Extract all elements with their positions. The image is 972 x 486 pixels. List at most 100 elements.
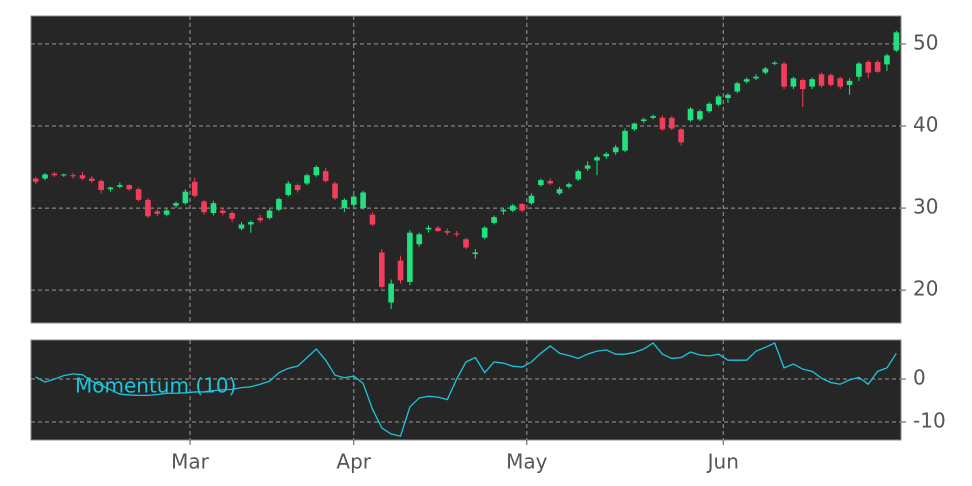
candle-body [379, 252, 385, 287]
y-tick-label: 0 [913, 366, 926, 390]
candle-body [528, 195, 535, 204]
candle-body [734, 83, 741, 92]
candle-body [219, 210, 226, 214]
candle-body [444, 231, 451, 233]
candle-body [107, 187, 114, 190]
legend-label: Momentum (10) [75, 374, 236, 398]
candle-body [341, 199, 348, 209]
candle-body [538, 180, 544, 186]
momentum-panel [30, 339, 902, 441]
candle-body [369, 214, 376, 225]
candle-body [154, 211, 161, 214]
candle-body [669, 117, 675, 129]
candle-body [425, 227, 432, 230]
candle-body [762, 68, 769, 73]
y-tick-label: 30 [913, 195, 938, 219]
candle-body [547, 180, 553, 184]
candle-body [893, 32, 900, 51]
candle-body [322, 171, 329, 181]
candle-body [238, 224, 245, 229]
candle-body [135, 189, 142, 200]
candle-body [304, 175, 310, 184]
candle-body [509, 205, 516, 211]
candle-body [89, 178, 95, 181]
y-tick-label: -10 [913, 408, 946, 432]
y-tick-label: 40 [913, 112, 938, 136]
candle-body [846, 80, 853, 85]
candle-body [285, 183, 292, 195]
candle-body [556, 189, 563, 194]
candle-body [771, 62, 778, 64]
candle-body [874, 61, 881, 72]
price-panel [30, 15, 902, 324]
candle-body [453, 233, 460, 235]
y-tick-label: 50 [913, 30, 938, 54]
candle-body [697, 111, 703, 120]
candle-body [51, 173, 58, 176]
candle-body [809, 79, 815, 87]
candle-body [650, 116, 656, 118]
candle-body [715, 96, 722, 105]
y-tick-label: 20 [913, 277, 938, 301]
candle-body [594, 157, 600, 161]
candle-body [640, 119, 647, 122]
candle-body [388, 283, 394, 303]
candle-body [491, 217, 497, 223]
candle-body [612, 147, 619, 153]
candle-body [706, 103, 713, 112]
candle-body [182, 191, 189, 204]
candle-body [631, 123, 638, 130]
candle-body [407, 232, 413, 282]
candle-body [622, 130, 628, 151]
candle-body [276, 199, 282, 210]
candle-body [828, 75, 834, 85]
candle-body [818, 74, 825, 86]
candle-body [837, 78, 843, 87]
candle-body [856, 63, 862, 77]
candle-body [725, 94, 731, 99]
candle-body [294, 185, 301, 191]
x-tick-label: May [506, 450, 548, 474]
candle-body [463, 239, 469, 248]
candle-body [145, 199, 151, 217]
candle-body [42, 174, 48, 179]
candle-body [790, 78, 797, 87]
candle-body [191, 181, 198, 196]
candle-body [210, 203, 217, 214]
candle-body [360, 192, 366, 209]
candle-body [60, 174, 67, 176]
candle-body [865, 61, 872, 73]
x-tick-label: Apr [336, 450, 371, 474]
candle-body [743, 79, 750, 82]
momentum-line [35, 342, 897, 437]
candle-body [126, 185, 133, 190]
candle-body [435, 227, 441, 232]
candle-body [229, 213, 235, 219]
candle-body [472, 252, 479, 255]
candle-body [566, 184, 572, 187]
candle-body [519, 203, 525, 211]
candle-body [397, 260, 404, 281]
candle-body [32, 178, 39, 182]
candle-body [659, 117, 666, 130]
candle-body [575, 171, 582, 180]
candle-body [350, 196, 357, 205]
candle-body [266, 210, 273, 218]
candle-body [257, 217, 263, 221]
candle-body [781, 63, 787, 87]
candle-body [416, 234, 423, 245]
candle-body [678, 129, 684, 143]
candle-body [70, 175, 76, 177]
x-tick-label: Jun [706, 450, 739, 474]
candle-body [98, 180, 104, 191]
x-tick-label: Mar [171, 450, 210, 474]
candle-body [313, 167, 320, 176]
candle-body [753, 76, 759, 79]
candle-body [584, 165, 591, 169]
candle-body [603, 153, 610, 157]
candle-body [687, 108, 694, 121]
candle-body [173, 203, 179, 206]
candle-body [799, 80, 806, 90]
candle-body [163, 210, 170, 215]
